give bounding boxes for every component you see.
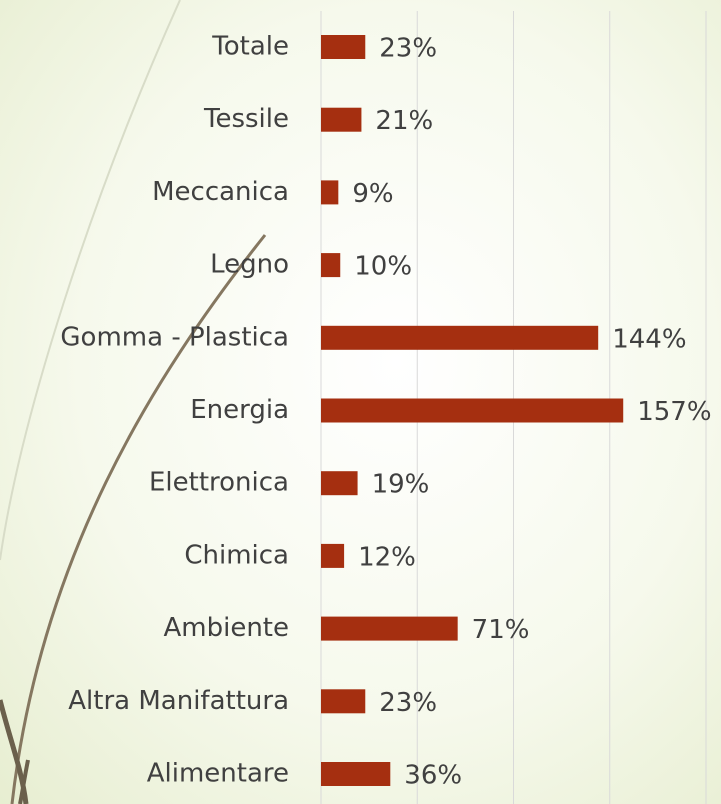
value-label: 12%: [358, 542, 416, 572]
decor-curve: [0, 699, 29, 804]
bar: [321, 543, 345, 568]
y-tick-label: Altra Manifattura: [68, 686, 289, 716]
y-tick-label: Meccanica: [152, 177, 289, 207]
bar: [321, 253, 341, 278]
value-label: 23%: [379, 34, 437, 64]
value-label: 71%: [472, 615, 530, 645]
bar: [321, 325, 599, 350]
bar: [321, 616, 458, 641]
bar: [321, 180, 339, 205]
value-label: 19%: [372, 470, 430, 500]
bar: [321, 107, 362, 132]
decor-curve: [0, 0, 181, 561]
y-tick-label: Gomma - Plastica: [60, 322, 289, 352]
bar: [321, 398, 624, 423]
bar: [321, 762, 391, 786]
value-label: 9%: [352, 179, 393, 209]
bar: [321, 471, 358, 496]
y-tick-label: Energia: [190, 395, 289, 425]
bar: [321, 35, 366, 59]
y-tick-label: Totale: [211, 32, 289, 62]
y-tick-label: Tessile: [203, 104, 289, 134]
y-tick-label: Chimica: [184, 540, 289, 570]
value-label: 144%: [612, 324, 686, 354]
y-tick-label: Ambiente: [163, 613, 289, 643]
decor-curve: [18, 759, 30, 804]
y-tick-label: Legno: [210, 250, 289, 280]
decor-curve: [10, 234, 267, 804]
value-label: 157%: [637, 397, 711, 427]
value-label: 23%: [379, 688, 437, 718]
y-tick-label: Elettronica: [149, 468, 289, 498]
bar: [321, 689, 366, 714]
y-tick-label: Alimentare: [147, 759, 289, 789]
value-label: 10%: [354, 252, 412, 282]
value-label: 21%: [375, 106, 433, 136]
plot: Totale 23% Tessile 21% Meccanica 9% Legno 10% Go…: [60, 11, 712, 804]
value-label: 36%: [404, 761, 462, 791]
